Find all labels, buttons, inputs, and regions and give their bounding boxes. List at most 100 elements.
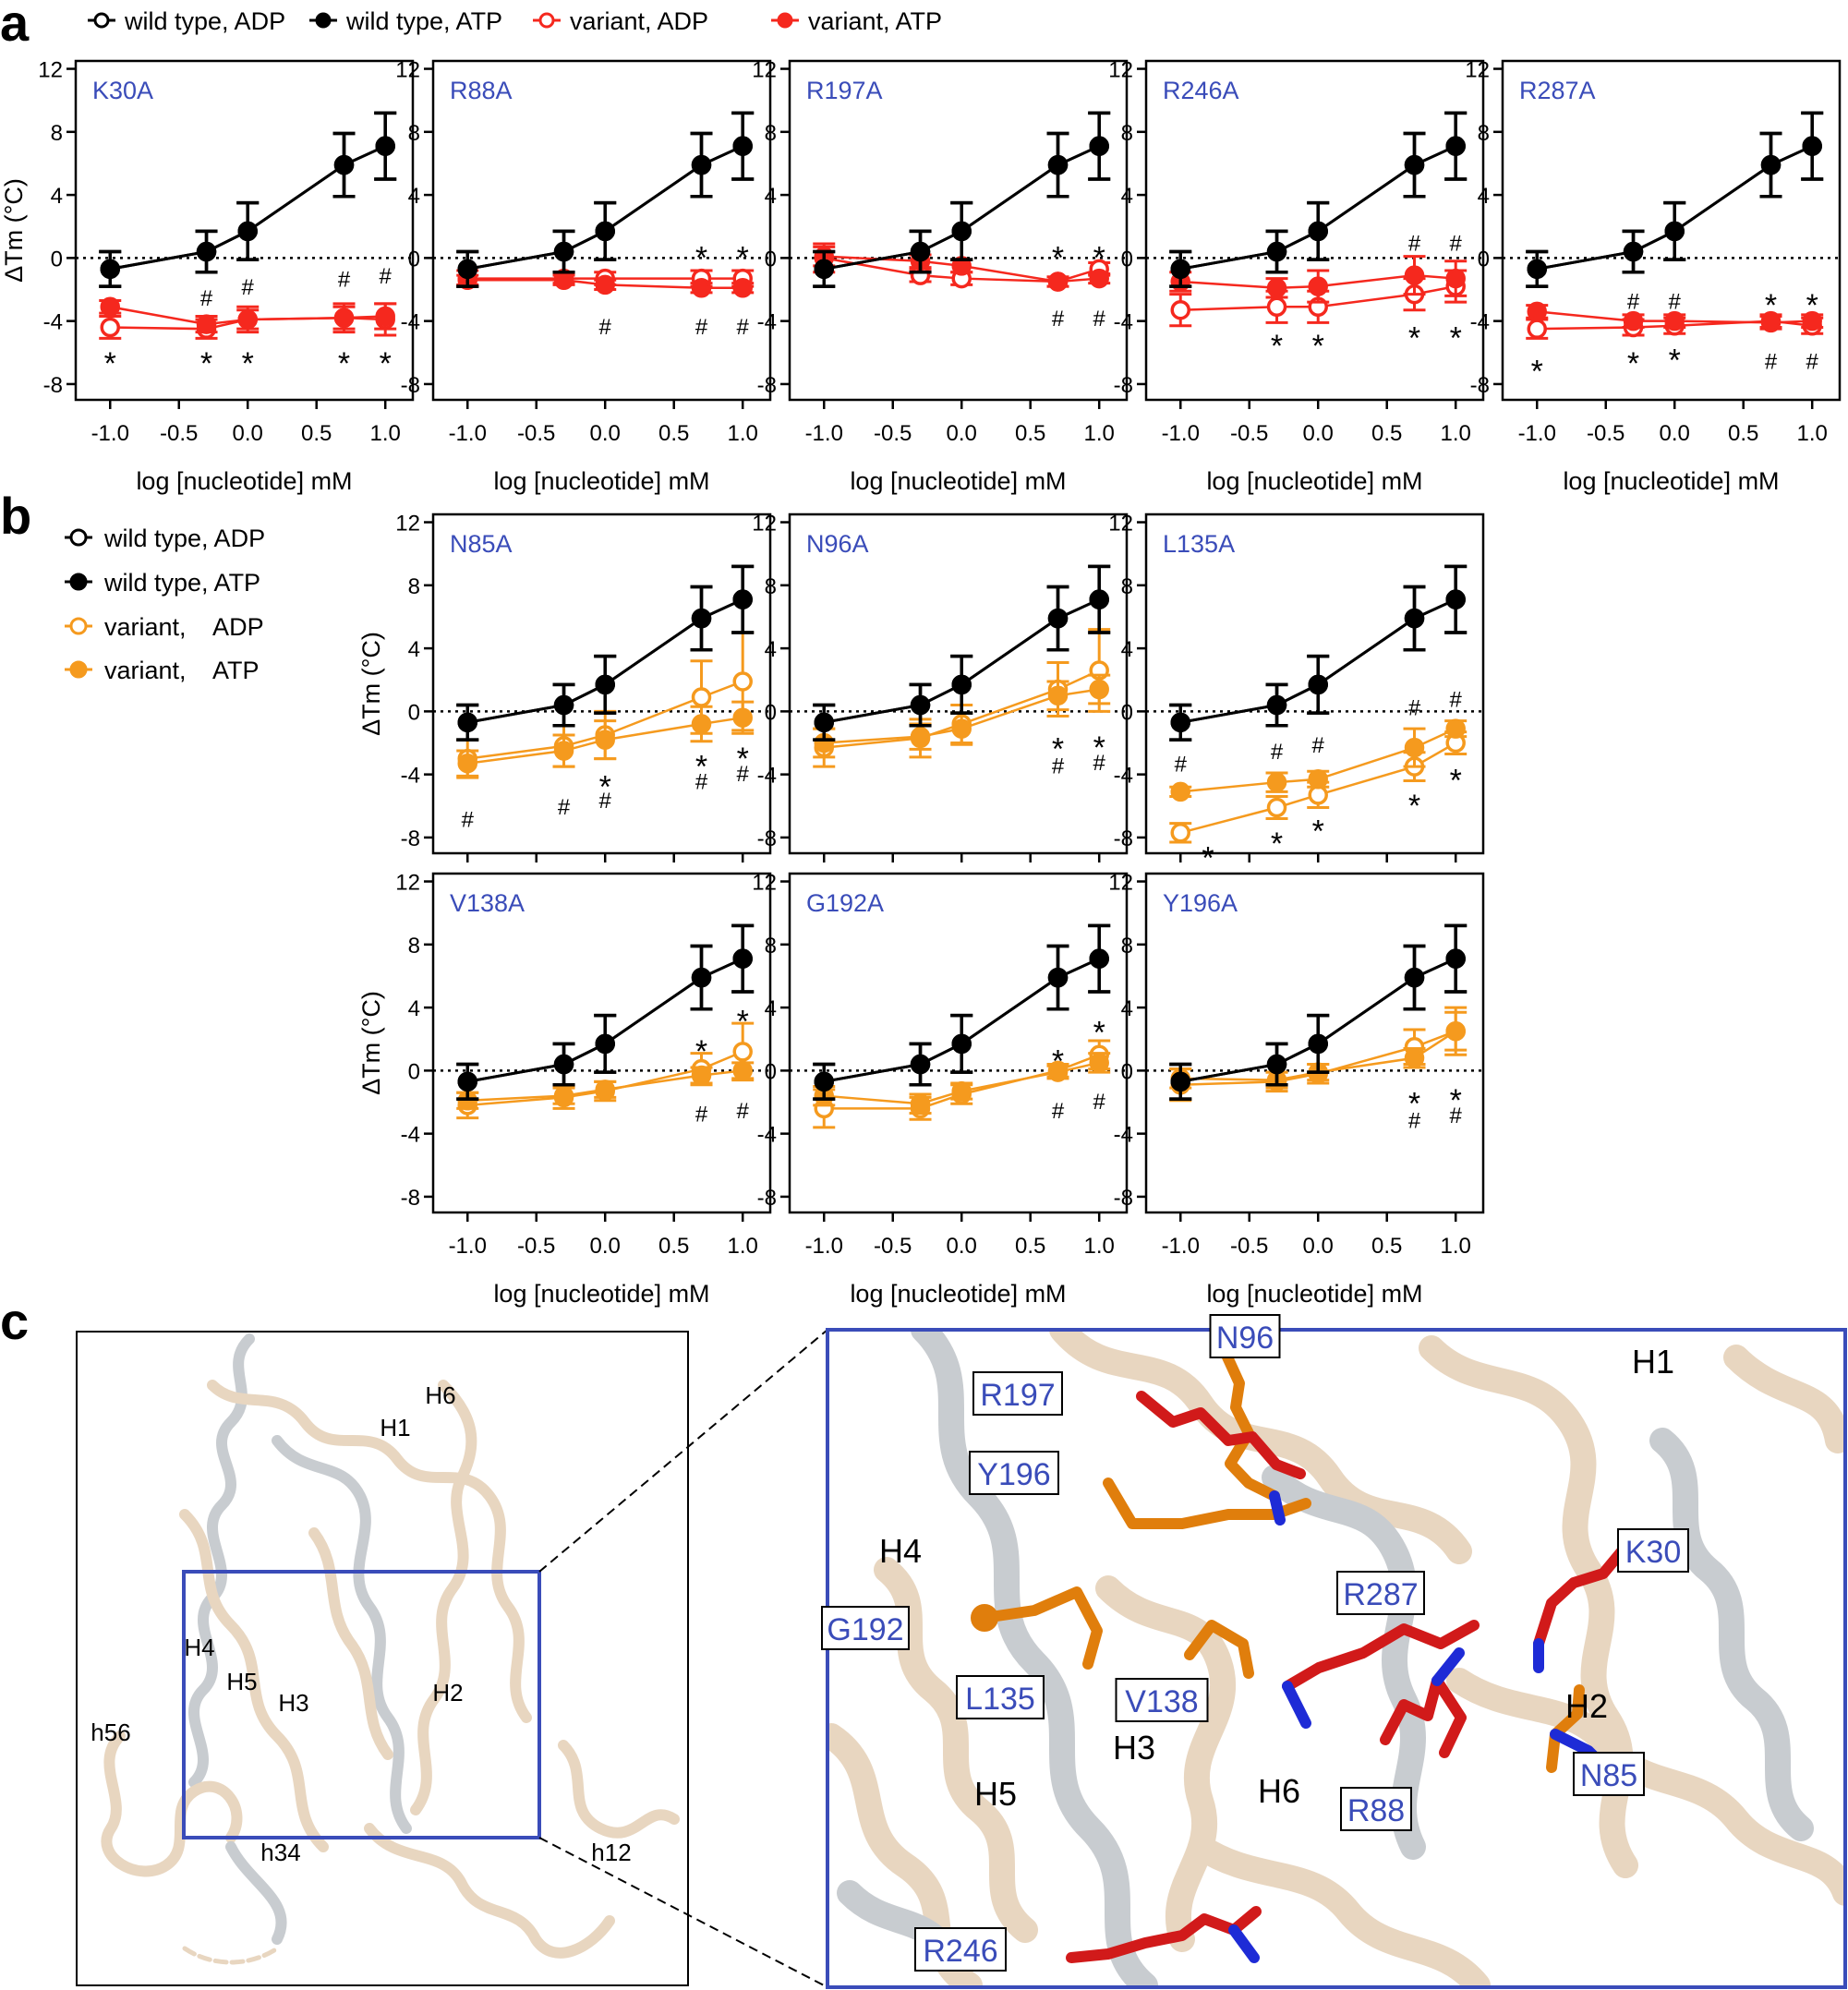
y-tick-label: 0 [1121, 247, 1133, 271]
x-axis-label: log [nucleotide] mM [493, 1280, 709, 1308]
residue-label-box [1115, 1678, 1209, 1722]
chart-panel-r197a: -8 -4 0 4 8 12 -1.0 -0.5 0.0 0.5 1.0 log [nucleotid… [752, 58, 1129, 495]
panel-title: L135A [1163, 530, 1235, 558]
x-tick-label: 0.5 [301, 421, 332, 446]
panel-title: R197A [806, 77, 883, 104]
residue-label-box [914, 1927, 1007, 1972]
significance-hash: # [1408, 1108, 1421, 1133]
zoom-helix-label: H4 [879, 1532, 922, 1570]
y-tick-label: 8 [1478, 121, 1490, 146]
x-tick-label: 0.5 [1371, 421, 1402, 446]
x-tick-label: -1.0 [1162, 421, 1200, 446]
data-point [1445, 1020, 1466, 1042]
y-axis-label: ΔTm (°C) [0, 178, 28, 283]
data-point [1266, 1054, 1287, 1075]
data-point [237, 221, 258, 242]
significance-hash: # [1052, 1099, 1065, 1124]
significance-hash: # [1450, 688, 1463, 713]
significance-hash: # [1093, 1090, 1106, 1115]
y-tick-label: 0 [1121, 1059, 1133, 1084]
series-var_atp [1169, 255, 1468, 304]
data-point [553, 694, 574, 716]
zoom-helix-label: H1 [1632, 1343, 1674, 1381]
data-point [375, 306, 395, 327]
y-tick-label: 0 [408, 700, 420, 725]
data-point [1170, 259, 1190, 280]
panel-title: R88A [450, 77, 513, 104]
data-point [1445, 268, 1466, 289]
y-tick-label: -8 [1114, 1186, 1133, 1211]
zoom-helix-label: H6 [1258, 1772, 1300, 1810]
significance-hash: # [1669, 289, 1682, 314]
series-wt_atp [456, 564, 755, 742]
significance-star: * [695, 241, 707, 276]
significance-hash: # [1765, 349, 1778, 374]
residue-label-text: N85 [1580, 1758, 1637, 1793]
y-tick-label: -4 [1114, 764, 1133, 789]
zoom-helix-label: H5 [974, 1775, 1017, 1813]
x-tick-label: 1.0 [1797, 421, 1828, 446]
chart-panel-r287a: -8 -4 0 4 8 12 -1.0 -0.5 0.0 0.5 1.0 log [nucleotid… [1465, 58, 1842, 495]
data-point [1089, 268, 1109, 289]
x-axis-label: log [nucleotide] mM [1206, 1280, 1422, 1308]
legend-marker-wt-adp [69, 528, 88, 547]
residue-label-v138: V138 [1115, 1678, 1209, 1722]
data-point [1664, 310, 1685, 332]
y-tick-label: 8 [408, 121, 420, 146]
data-point [691, 714, 712, 734]
legend-b: wild type, ADP wild type, ATP variant, A… [65, 525, 265, 684]
significance-hash: # [599, 315, 612, 340]
residue-label-box [1336, 1571, 1425, 1615]
data-point [1266, 296, 1287, 318]
data-point [1308, 1033, 1328, 1055]
residue-label-box [1340, 1787, 1412, 1831]
residue-label-k30: K30 [1617, 1528, 1689, 1573]
residue-r197 [1136, 1391, 1306, 1479]
significance-hash: # [599, 789, 612, 814]
data-point [333, 154, 355, 175]
significance-star: * [1271, 329, 1283, 364]
y-tick-label: -8 [43, 373, 63, 398]
data-point [1170, 1071, 1190, 1092]
legend-label: wild type, ATP [345, 7, 502, 35]
overview-helix-label: H3 [278, 1689, 308, 1717]
residue-label-text: N96 [1216, 1321, 1274, 1356]
significance-hash: # [1175, 753, 1188, 778]
y-tick-label: 0 [765, 700, 777, 725]
data-point [595, 1079, 615, 1100]
series-wt_atp [456, 111, 755, 288]
significance-hash: # [695, 1102, 708, 1127]
y-tick-label: 12 [395, 512, 420, 537]
data-point [910, 1054, 931, 1075]
data-point [1404, 737, 1425, 758]
data-point [910, 241, 931, 262]
data-point [1266, 772, 1287, 792]
y-tick-label: 8 [765, 574, 777, 599]
y-tick-label: 4 [408, 637, 420, 662]
significance-hash: # [737, 762, 750, 787]
data-point [1047, 967, 1069, 988]
legend-label: variant, ATP [104, 657, 260, 684]
x-tick-label: -0.5 [874, 421, 912, 446]
data-point [691, 967, 712, 988]
series-wt_atp [99, 111, 397, 288]
residue-label-text: R287 [1343, 1577, 1418, 1612]
y-tick-label: 0 [408, 1059, 420, 1084]
data-point [1170, 299, 1190, 320]
x-tick-label: 1.0 [1441, 1234, 1471, 1259]
significance-hash: # [1271, 740, 1284, 765]
residue-label-text: L135 [965, 1682, 1035, 1717]
y-tick-label: -4 [401, 310, 420, 335]
residue-label-box [1617, 1528, 1689, 1573]
residue-label-box [821, 1606, 910, 1650]
significance-star: * [1052, 241, 1064, 276]
significance-star: * [1312, 329, 1324, 364]
significance-star: * [1408, 789, 1420, 824]
legend-label: wild type, ADP [124, 7, 285, 35]
y-tick-label: -8 [757, 826, 777, 851]
legend-label: wild type, ATP [103, 569, 260, 597]
significance-star: * [1450, 764, 1462, 799]
zoom-connector-bottom [538, 1837, 828, 1988]
significance-star: * [1408, 1086, 1420, 1121]
